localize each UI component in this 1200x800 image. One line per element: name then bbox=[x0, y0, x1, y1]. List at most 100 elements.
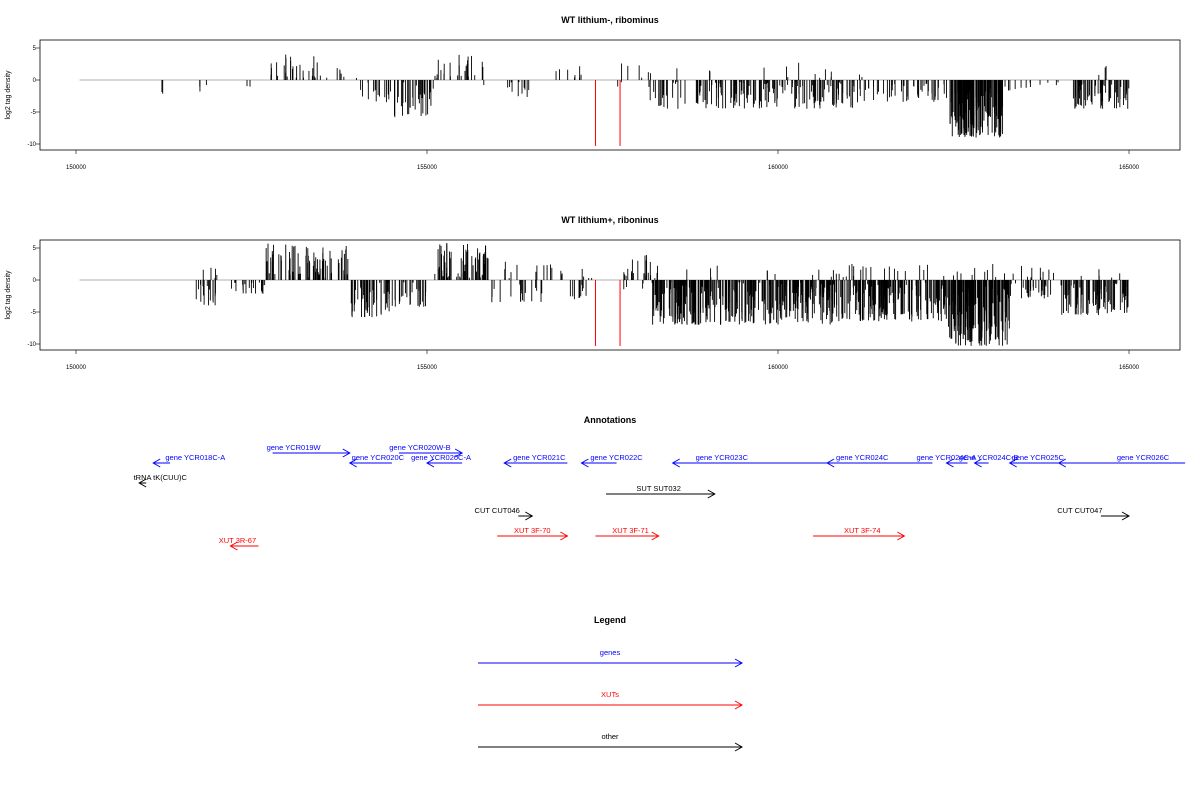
feature-label: CUT CUT047 bbox=[1057, 506, 1102, 515]
feature-other: CUT CUT046 bbox=[475, 506, 534, 521]
feature-label: gene YCR023C bbox=[696, 453, 749, 462]
panel-2-xtick-label: 150000 bbox=[66, 365, 87, 371]
feature-gene: gene YCR024C bbox=[826, 453, 933, 468]
feature-label: XUT 3F-71 bbox=[612, 526, 649, 535]
annotations-title: Annotations bbox=[584, 415, 637, 425]
panel-1-ytick-label: 0 bbox=[33, 78, 37, 84]
panel-1-frame bbox=[39, 39, 1181, 151]
arrow-head bbox=[1008, 458, 1017, 468]
panel-2-xtick-label: 155000 bbox=[417, 365, 438, 371]
arrow-head bbox=[525, 511, 534, 521]
feature-gene: gene YCR019W bbox=[267, 443, 351, 458]
panel-1-title: WT lithium-, ribominus bbox=[561, 15, 659, 25]
panel-1-signal bbox=[79, 54, 1130, 146]
panel-2-ytick-label: -10 bbox=[27, 342, 36, 348]
arrow-head bbox=[734, 700, 744, 710]
arrow-head bbox=[734, 658, 744, 668]
panel-1-ylabel: log2 tag density bbox=[5, 70, 12, 120]
feature-label: gene YCR020C bbox=[352, 453, 405, 462]
feature-gene: gene YCR026C bbox=[1057, 453, 1186, 468]
arrow-head bbox=[1121, 511, 1131, 521]
feature-label: gene YCR020W-B bbox=[389, 443, 450, 452]
arrow-head bbox=[734, 742, 744, 752]
panel-2-ytick-label: 0 bbox=[33, 278, 37, 284]
panel-1-tick-marks bbox=[36, 47, 1130, 154]
feature-label: gene YCR021C bbox=[513, 453, 566, 462]
feature-gene: gene YCR023C bbox=[671, 453, 835, 468]
feature-label: gene YCR026C bbox=[1117, 453, 1170, 462]
arrow-head bbox=[560, 531, 569, 541]
panel-2-ytick-label: -5 bbox=[31, 310, 37, 316]
feature-other: CUT CUT047 bbox=[1057, 506, 1131, 521]
arrow-head bbox=[826, 458, 835, 468]
legend-entry-xut: XUTs bbox=[478, 690, 744, 710]
feature-label: CUT CUT046 bbox=[475, 506, 520, 515]
arrow-head bbox=[152, 458, 161, 468]
arrow-head bbox=[671, 458, 680, 468]
arrow-head bbox=[425, 458, 435, 468]
panel-1-xtick-label: 160000 bbox=[768, 165, 789, 171]
panel-2-xtick-label: 160000 bbox=[768, 365, 789, 371]
feature-gene: gene YCR022C bbox=[580, 453, 643, 468]
panel-2-ytick-label: 5 bbox=[33, 246, 37, 252]
feature-gene: gene YCR025C bbox=[1008, 453, 1065, 468]
feature-gene: gene YCR020C bbox=[348, 453, 405, 468]
legend-entry-other: other bbox=[478, 732, 744, 752]
feature-xut: XUT 3R-67 bbox=[219, 536, 259, 551]
feature-other: tRNA tK(CUU)C bbox=[134, 473, 188, 488]
feature-label: gene YCR018C-A bbox=[165, 453, 225, 462]
arrow-head bbox=[580, 458, 589, 468]
feature-label: gene YCR022C bbox=[590, 453, 643, 462]
arrow-head bbox=[138, 478, 147, 488]
feature-xut: XUT 3F-74 bbox=[813, 526, 906, 541]
panel-2-signal bbox=[79, 242, 1129, 346]
legend-entry-gene: genes bbox=[478, 648, 744, 668]
panel-2-xtick-label: 165000 bbox=[1119, 365, 1140, 371]
panel-1-ytick-label: -5 bbox=[31, 110, 37, 116]
feature-other: SUT SUT032 bbox=[606, 484, 716, 499]
panel-1-xtick-label: 165000 bbox=[1119, 165, 1140, 171]
panel-1: WT lithium-, ribominus log2 tag density … bbox=[5, 15, 1181, 171]
panel-1-xtick-label: 150000 bbox=[66, 165, 87, 171]
panel-2-ylabel: log2 tag density bbox=[5, 270, 12, 320]
feature-label: gene YCR025C bbox=[1012, 453, 1065, 462]
legend-label: XUTs bbox=[601, 690, 619, 699]
feature-label: gene YCR024C-A bbox=[917, 453, 977, 462]
legend-label: other bbox=[601, 732, 619, 741]
arrow-head bbox=[342, 448, 351, 458]
panel-1-ytick-label: 5 bbox=[33, 46, 37, 52]
feature-label: XUT 3F-70 bbox=[514, 526, 551, 535]
feature-label: XUT 3R-67 bbox=[219, 536, 256, 545]
feature-label: SUT SUT032 bbox=[636, 484, 680, 493]
feature-gene: gene YCR024C-A bbox=[917, 453, 977, 468]
arrow-head bbox=[229, 541, 238, 551]
feature-xut: XUT 3F-70 bbox=[497, 526, 569, 541]
arrow-head bbox=[973, 458, 982, 468]
legend-label: genes bbox=[600, 648, 621, 657]
feature-label: XUT 3F-74 bbox=[844, 526, 881, 535]
panel-2: WT lithium+, riboninus log2 tag density … bbox=[5, 215, 1181, 371]
arrow-head bbox=[707, 489, 716, 499]
feature-label: gene YCR019W bbox=[267, 443, 322, 452]
legend: genes XUTs other bbox=[478, 648, 744, 752]
arrow-head bbox=[945, 458, 954, 468]
feature-gene: gene YCR020W-B bbox=[389, 443, 464, 458]
arrow-head bbox=[897, 531, 906, 541]
feature-label: gene YCR020C-A bbox=[411, 453, 471, 462]
arrow-head bbox=[651, 531, 660, 541]
panel-2-title: WT lithium+, riboninus bbox=[561, 215, 658, 225]
panel-1-xtick-label: 155000 bbox=[417, 165, 438, 171]
panel-1-ytick-label: -10 bbox=[27, 142, 36, 148]
feature-gene: gene YCR021C bbox=[503, 453, 568, 468]
feature-gene: gene YCR024C-B bbox=[959, 453, 1019, 468]
feature-label: tRNA tK(CUU)C bbox=[134, 473, 188, 482]
arrow-head bbox=[503, 458, 512, 468]
arrow-head bbox=[454, 448, 464, 458]
arrow-head bbox=[348, 458, 358, 468]
feature-label: gene YCR024C bbox=[836, 453, 889, 462]
feature-gene: gene YCR020C-A bbox=[411, 453, 471, 468]
arrow-head bbox=[1057, 458, 1067, 468]
legend-title: Legend bbox=[594, 615, 626, 625]
